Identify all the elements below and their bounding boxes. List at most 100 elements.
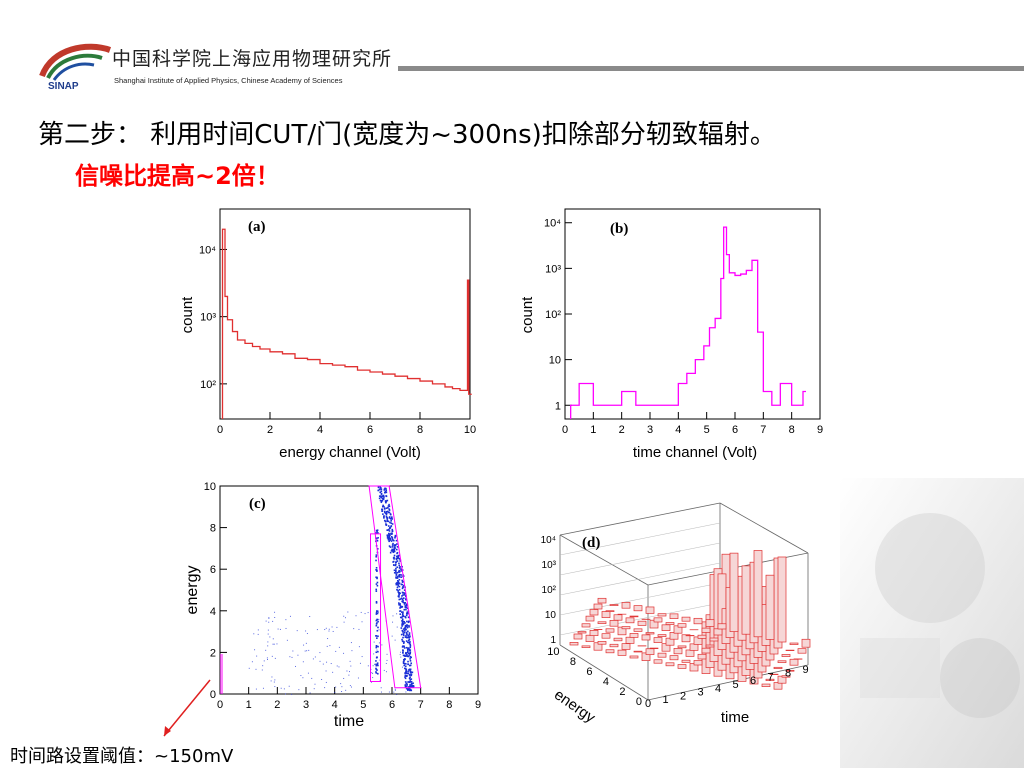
scatter-point bbox=[408, 638, 411, 641]
scatter-point bbox=[386, 519, 389, 521]
scatter-point bbox=[291, 693, 293, 695]
lego-bar bbox=[657, 634, 667, 637]
scatter-point bbox=[391, 549, 394, 552]
scatter-point bbox=[398, 564, 401, 567]
scatter-point bbox=[262, 687, 264, 689]
scatter-point bbox=[398, 562, 400, 565]
scatter-point bbox=[401, 646, 404, 648]
lego-bar bbox=[585, 634, 595, 642]
x-tick-label: 1 bbox=[662, 694, 668, 706]
x-tick-label: 4 bbox=[332, 699, 338, 711]
scatter-point bbox=[398, 588, 401, 591]
scatter-point bbox=[394, 688, 396, 690]
scatter-point bbox=[335, 686, 337, 688]
scatter-point bbox=[402, 622, 405, 625]
scatter-point bbox=[389, 534, 391, 537]
scatter-point bbox=[305, 642, 307, 644]
lego-bar bbox=[753, 550, 763, 638]
lego-bar bbox=[633, 605, 643, 612]
scatter-point bbox=[391, 546, 394, 548]
lego-bar bbox=[621, 643, 631, 650]
scatter-point bbox=[396, 693, 398, 695]
scatter-point bbox=[404, 615, 406, 618]
grid-line bbox=[559, 542, 721, 576]
x-tick-label: 6 bbox=[750, 675, 756, 687]
scatter-point bbox=[401, 666, 403, 668]
scatter-point bbox=[266, 658, 268, 660]
lego-bar bbox=[653, 617, 663, 623]
scatter-point bbox=[289, 656, 291, 658]
scatter-point bbox=[390, 535, 393, 538]
x-tick-label: 5 bbox=[360, 699, 366, 711]
scatter-point bbox=[370, 681, 372, 683]
scatter-point bbox=[406, 612, 409, 614]
scatter-point bbox=[408, 668, 411, 671]
scatter-point bbox=[383, 515, 385, 518]
lego-bar bbox=[625, 636, 635, 644]
scatter-point bbox=[395, 582, 397, 585]
scatter-point bbox=[257, 633, 259, 635]
scatter-point bbox=[386, 537, 389, 539]
scatter-point bbox=[405, 595, 407, 598]
scatter-point bbox=[343, 677, 345, 679]
lego-bar bbox=[705, 644, 715, 648]
x-tick-label: 0 bbox=[217, 699, 223, 711]
scatter-point bbox=[404, 606, 407, 609]
x-tick-label: 10 bbox=[464, 424, 476, 436]
scatter-point bbox=[288, 685, 290, 687]
x-tick-label: 2 bbox=[274, 699, 280, 711]
scatter-point bbox=[411, 684, 414, 687]
scatter-point bbox=[399, 605, 402, 607]
scatter-point bbox=[402, 661, 405, 663]
scatter-point bbox=[401, 623, 403, 626]
scatter-point bbox=[404, 665, 407, 668]
y-axis-label: energy bbox=[551, 686, 599, 727]
scatter-point bbox=[319, 660, 321, 662]
scatter-point bbox=[283, 688, 285, 690]
scatter-point bbox=[408, 633, 411, 636]
scatter-point bbox=[389, 537, 392, 540]
scatter-point bbox=[375, 660, 377, 662]
scatter-point bbox=[403, 603, 406, 605]
scatter-point bbox=[348, 671, 350, 673]
lego-bar bbox=[581, 623, 591, 628]
scatter-point bbox=[398, 576, 401, 578]
lego-bar bbox=[609, 604, 619, 606]
scatter-point bbox=[405, 681, 407, 683]
scatter-point bbox=[280, 687, 282, 689]
scatter-point bbox=[406, 626, 409, 629]
scatter-point bbox=[314, 656, 316, 658]
plot-frame bbox=[564, 208, 821, 420]
y-tick-label: 4 bbox=[603, 676, 609, 688]
scatter-point bbox=[410, 678, 413, 680]
scatter-point bbox=[350, 642, 352, 644]
scatter-point bbox=[390, 522, 393, 525]
scatter-point bbox=[377, 635, 379, 638]
scatter-point bbox=[384, 501, 387, 504]
scatter-point bbox=[385, 500, 387, 503]
scatter-point bbox=[266, 657, 268, 659]
y-tick-label: 10³ bbox=[200, 312, 216, 324]
threshold-note: 时间路设置阈值：~150mV bbox=[10, 746, 234, 767]
scatter-point bbox=[327, 638, 329, 640]
scatter-point bbox=[406, 648, 409, 651]
scatter-point bbox=[396, 571, 399, 574]
scatter-point bbox=[325, 681, 327, 683]
scatter-point bbox=[398, 578, 401, 581]
scatter-point bbox=[404, 667, 406, 670]
scatter-point bbox=[409, 643, 412, 646]
scatter-point bbox=[377, 626, 379, 629]
scatter-point bbox=[406, 620, 408, 623]
scatter-point bbox=[336, 626, 338, 628]
y-axis-label: count bbox=[519, 296, 536, 334]
scatter-point bbox=[405, 616, 407, 618]
scatter-point bbox=[381, 497, 384, 499]
scatter-point bbox=[409, 652, 412, 655]
scatter-point bbox=[271, 676, 273, 678]
grid-line bbox=[559, 522, 721, 556]
scatter-point bbox=[292, 650, 294, 652]
x-tick-label: 2 bbox=[619, 424, 625, 436]
scatter-point bbox=[404, 681, 406, 683]
scatter-point bbox=[408, 624, 410, 627]
scatter-point bbox=[273, 643, 275, 645]
